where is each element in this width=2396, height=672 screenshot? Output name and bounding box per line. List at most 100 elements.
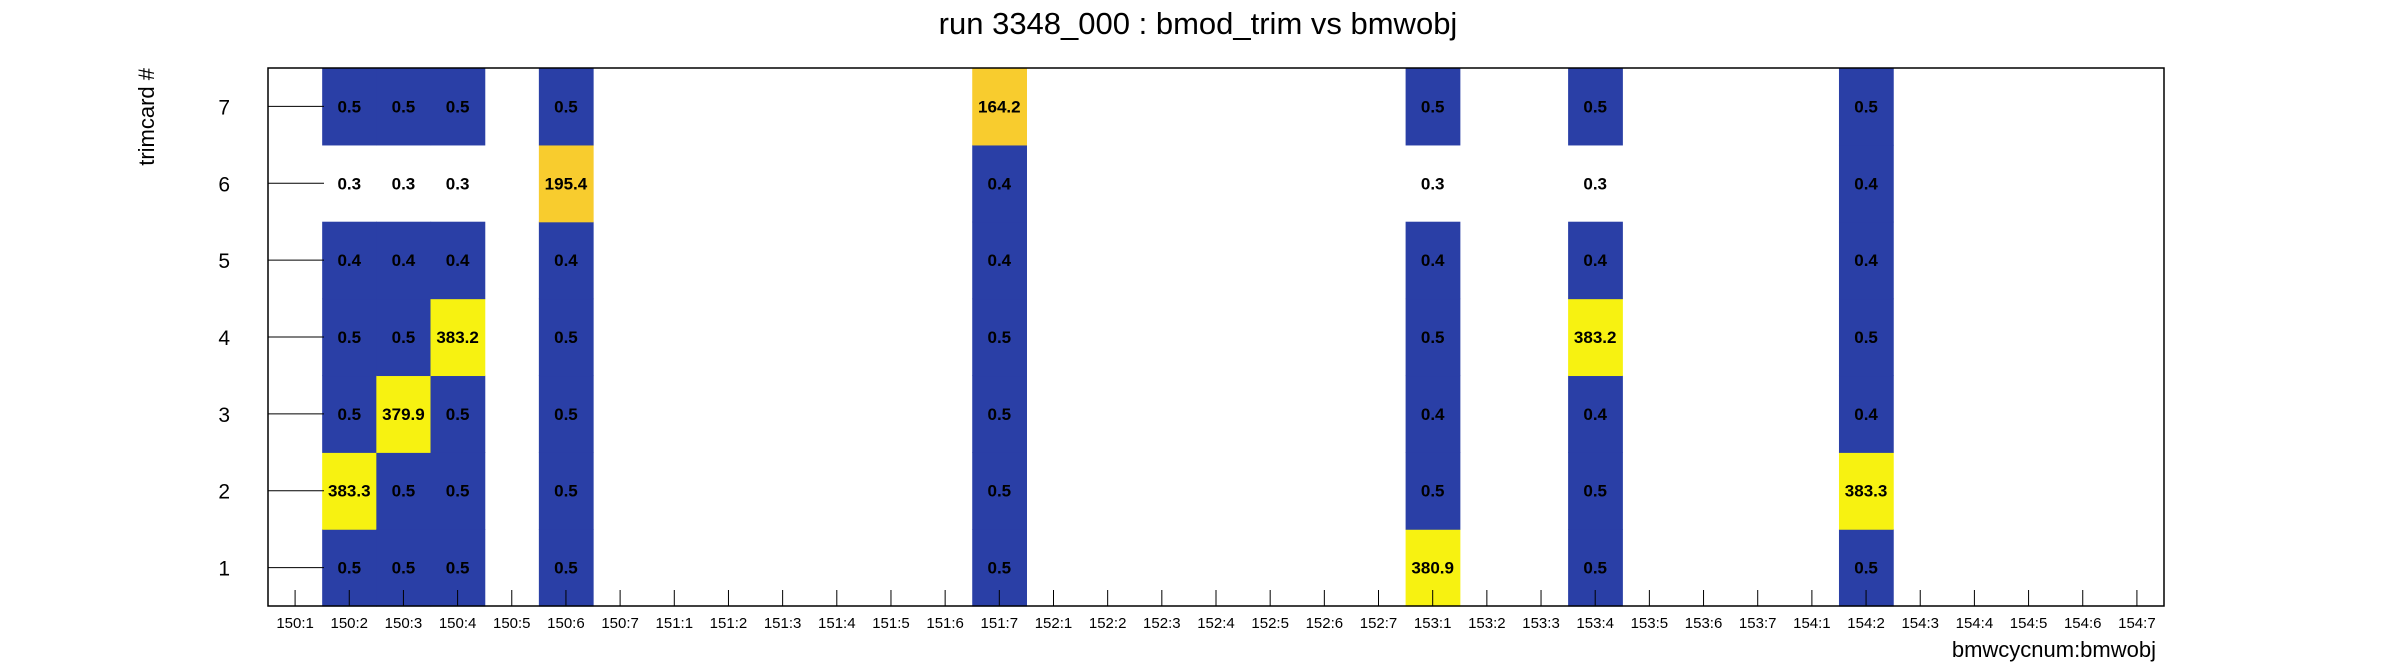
heatmap-cell-150-2-y3 xyxy=(322,375,377,453)
cell-value-label: 0.5 xyxy=(554,559,578,578)
x-tick-label: 154:1 xyxy=(1793,615,1831,632)
heatmap-cell-150-2-y2 xyxy=(322,452,377,530)
cell-value-label: 0.4 xyxy=(1583,405,1607,424)
cell-value-label: 0.4 xyxy=(987,251,1011,270)
y-tick-label: 5 xyxy=(218,250,230,273)
y-tick-label: 3 xyxy=(218,404,230,427)
x-tick-label: 152:7 xyxy=(1360,615,1398,632)
y-tick-label: 4 xyxy=(218,327,230,350)
x-tick-label: 151:2 xyxy=(710,615,748,632)
cell-value-label: 0.5 xyxy=(987,482,1011,501)
cell-value-label: 0.5 xyxy=(446,482,470,501)
x-tick-label: 153:2 xyxy=(1468,615,1506,632)
x-tick-label: 153:3 xyxy=(1522,615,1560,632)
cell-value-label: 0.5 xyxy=(1854,97,1878,116)
cell-value-label: 0.5 xyxy=(1583,559,1607,578)
cell-value-label: 0.5 xyxy=(446,97,470,116)
cell-value-label: 0.5 xyxy=(1583,97,1607,116)
heatmap-cell-153-4-y3 xyxy=(1568,375,1623,453)
heatmap-cell-150-4-y3 xyxy=(430,375,486,453)
heatmap-cell-151-7-y2 xyxy=(972,452,1027,530)
cell-value-label: 0.3 xyxy=(392,174,416,193)
cell-value-label: 0.5 xyxy=(392,559,416,578)
cell-value-label: 0.5 xyxy=(337,559,361,578)
heatmap-cell-150-2-y7 xyxy=(322,68,377,146)
cell-value-label: 0.3 xyxy=(446,174,470,193)
heatmap-cell-150-6-y2 xyxy=(538,452,594,530)
x-tick-label: 151:6 xyxy=(926,615,964,632)
x-tick-label: 151:3 xyxy=(764,615,802,632)
heatmap-cell-154-2-y5 xyxy=(1838,221,1894,300)
heatmap-cell-153-4-y7 xyxy=(1568,68,1623,146)
heatmap-cell-153-4-y4 xyxy=(1568,298,1623,377)
cell-value-label: 0.4 xyxy=(987,174,1011,193)
heatmap-cell-150-6-y6 xyxy=(538,144,594,223)
cell-value-label: 383.2 xyxy=(1574,328,1617,347)
cell-value-label: 0.5 xyxy=(337,328,361,347)
cell-value-labels: 0.5 383.3 0.5 0.5 0.4 0.3 0.5 0.5 0.5 379.9 0.5 0.4… xyxy=(328,97,1887,577)
cell-value-label: 0.5 xyxy=(554,97,578,116)
cell-value-label: 383.3 xyxy=(1845,482,1888,501)
x-axis-ticks: 150:1 150:2 150:3 150:4 150:5 150:6 150:7 151:1… xyxy=(276,590,2156,632)
heatmap-cell-150-2-y5 xyxy=(322,221,377,300)
x-tick-label: 150:5 xyxy=(493,615,531,632)
cell-value-label: 0.5 xyxy=(987,405,1011,424)
x-tick-label: 153:1 xyxy=(1414,615,1452,632)
x-tick-label: 151:4 xyxy=(818,615,856,632)
y-tick-label: 7 xyxy=(218,96,230,119)
heatmap-cell-151-7-y5 xyxy=(972,221,1027,300)
cell-value-label: 0.4 xyxy=(1854,405,1878,424)
cell-value-label: 0.4 xyxy=(1854,251,1878,270)
x-tick-label: 152:4 xyxy=(1197,615,1235,632)
x-tick-label: 153:4 xyxy=(1576,615,1614,632)
x-tick-label: 151:7 xyxy=(981,615,1019,632)
x-tick-label: 152:1 xyxy=(1035,615,1073,632)
cell-value-label: 0.5 xyxy=(337,405,361,424)
cell-value-label: 0.5 xyxy=(1421,482,1445,501)
cell-value-label: 0.5 xyxy=(392,97,416,116)
x-tick-label: 152:2 xyxy=(1089,615,1127,632)
cell-value-label: 0.5 xyxy=(392,482,416,501)
y-axis-title: trimcard # xyxy=(134,67,159,166)
cell-value-label: 0.4 xyxy=(392,251,416,270)
cell-value-label: 380.9 xyxy=(1411,559,1454,578)
cell-value-label: 0.3 xyxy=(337,174,361,193)
heatmap-cell-151-7-y7 xyxy=(972,68,1027,146)
heatmap-cell-150-4-y7 xyxy=(430,68,486,146)
heatmap-cell-154-2-y7 xyxy=(1838,68,1894,146)
x-tick-label: 154:3 xyxy=(1901,615,1939,632)
heatmap-cell-150-4-y5 xyxy=(430,221,486,300)
heatmap-cell-151-7-y4 xyxy=(972,298,1027,377)
cell-value-label: 0.4 xyxy=(1421,405,1445,424)
x-tick-label: 150:3 xyxy=(385,615,423,632)
cell-value-label: 0.4 xyxy=(1421,251,1445,270)
cell-value-label: 0.5 xyxy=(1421,328,1445,347)
heatmap-cell-154-2-y2 xyxy=(1838,452,1894,530)
x-tick-label: 150:6 xyxy=(547,615,585,632)
heatmap-cell-150-3-y7 xyxy=(376,68,432,146)
x-tick-label: 154:4 xyxy=(1956,615,1994,632)
x-tick-label: 154:6 xyxy=(2064,615,2102,632)
x-tick-label: 152:5 xyxy=(1251,615,1289,632)
heatmap-cell-153-1-y4 xyxy=(1405,298,1461,377)
heatmap-cell-150-4-y2 xyxy=(430,452,486,530)
cell-value-label: 164.2 xyxy=(978,97,1021,116)
y-tick-label: 6 xyxy=(218,173,230,196)
x-tick-label: 152:6 xyxy=(1306,615,1344,632)
cell-value-label: 0.4 xyxy=(1583,251,1607,270)
heatmap-cell-150-3-y2 xyxy=(376,452,432,530)
heatmap-cell-153-4-y2 xyxy=(1568,452,1623,530)
cell-value-label: 0.5 xyxy=(554,405,578,424)
heatmap-cell-150-4-y4 xyxy=(430,298,486,377)
heatmap-cell-150-3-y4 xyxy=(376,298,432,377)
cell-value-label: 195.4 xyxy=(545,174,588,193)
x-tick-label: 154:2 xyxy=(1847,615,1885,632)
cell-value-label: 0.5 xyxy=(1421,97,1445,116)
x-tick-label: 150:4 xyxy=(439,615,477,632)
x-tick-label: 150:1 xyxy=(276,615,314,632)
cell-value-label: 0.5 xyxy=(987,559,1011,578)
x-tick-label: 152:3 xyxy=(1143,615,1181,632)
cell-value-label: 383.3 xyxy=(328,482,371,501)
cell-value-label: 0.5 xyxy=(1583,482,1607,501)
